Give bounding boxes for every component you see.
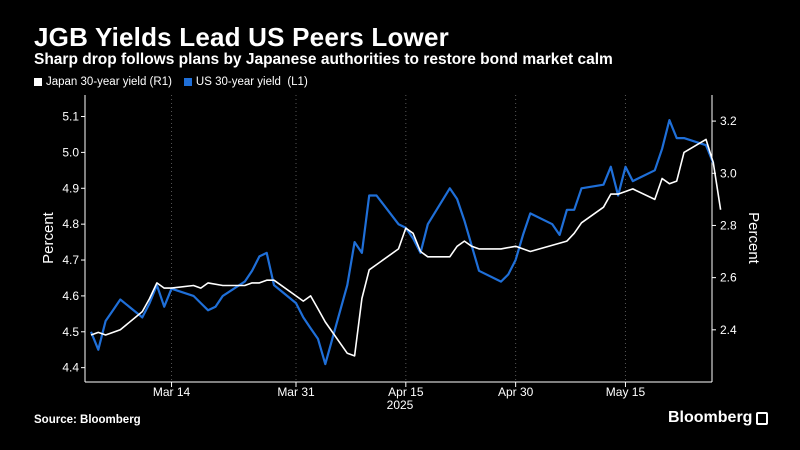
left-axis-label: Percent: [40, 211, 57, 264]
x-tick-label: Apr 15: [388, 385, 424, 399]
x-tick-label: Mar 14: [153, 385, 191, 399]
brand-name: Bloomberg: [668, 409, 753, 426]
x-tick-label: Mar 31: [277, 385, 315, 399]
x-axis-ticks: Mar 14 Mar 31 Apr 15 Apr 30 May 15: [153, 382, 646, 399]
right-tick-label: 2.4: [720, 323, 737, 337]
series-layer: [89, 118, 722, 366]
right-tick-label: 3.2: [720, 114, 737, 128]
legend-swatch-japan: [34, 78, 42, 86]
right-axis-ticks: 2.4 2.6 2.8 3.0 3.2: [712, 114, 737, 337]
left-tick-label: 4.8: [62, 217, 79, 231]
bloomberg-logo: Bloomberg: [668, 409, 769, 427]
series-line-us-30y: [89, 118, 715, 366]
left-tick-label: 4.6: [62, 289, 79, 303]
left-tick-label: 4.7: [62, 253, 79, 267]
x-tick-label: May 15: [606, 385, 646, 399]
legend-swatch-us: [183, 78, 192, 86]
bloomberg-mark-icon: [756, 411, 769, 425]
legend-item-japan: Japan 30-year yield (R1): [34, 76, 172, 88]
gridlines: [171, 95, 626, 382]
left-tick-label: 5.1: [62, 110, 79, 124]
source-note: Source: Bloomberg: [34, 414, 141, 426]
chart-subtitle: Sharp drop follows plans by Japanese aut…: [34, 51, 613, 68]
left-tick-label: 4.5: [62, 325, 79, 339]
legend-item-us: US 30-year yield (L1): [183, 76, 308, 88]
legend-label-us: US 30-year yield (L1): [195, 76, 308, 88]
series-line-japan-30y: [90, 138, 722, 357]
right-axis-label: Percent: [745, 212, 762, 265]
right-tick-label: 3.0: [720, 166, 737, 180]
chart-title: JGB Yields Lead US Peers Lower: [34, 22, 449, 52]
legend: Japan 30-year yield (R1) US 30-year yiel…: [34, 76, 308, 88]
left-tick-label: 5.0: [62, 145, 79, 159]
left-tick-label: 4.9: [62, 181, 79, 195]
x-year-label: 2025: [387, 398, 414, 412]
right-tick-label: 2.8: [720, 218, 737, 232]
left-axis-ticks: 4.4 4.5 4.6 4.7 4.8 4.9 5.0 5.1: [62, 110, 85, 375]
left-tick-label: 4.4: [62, 361, 79, 375]
x-tick-label: Apr 30: [498, 385, 534, 399]
legend-label-japan: Japan 30-year yield (R1): [46, 76, 172, 88]
right-tick-label: 2.6: [720, 271, 737, 285]
